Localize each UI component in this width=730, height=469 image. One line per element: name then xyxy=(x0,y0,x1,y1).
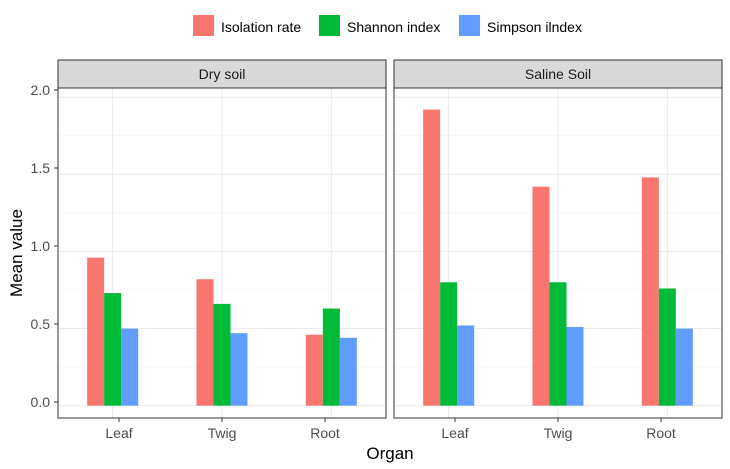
legend-key-shannon-index xyxy=(319,15,340,36)
y-axis-title: Mean value xyxy=(7,209,26,297)
x-tick-label: Root xyxy=(646,425,676,441)
bar-shannon-index xyxy=(213,303,231,406)
legend-label-shannon-index: Shannon index xyxy=(347,19,440,35)
strip-label-dry-soil: Dry soil xyxy=(199,66,246,82)
strip-label-saline-soil: Saline Soil xyxy=(525,66,591,82)
x-axis-title: Organ xyxy=(366,444,413,463)
bar-shannon-index xyxy=(440,282,458,406)
bar-simpson-ilndex xyxy=(121,328,139,406)
bar-simpson-ilndex xyxy=(566,327,584,406)
strip-dry-soil xyxy=(57,59,387,89)
x-tick-label: Twig xyxy=(544,425,573,441)
x-tick-label: Root xyxy=(310,425,340,441)
bar-isolation-rate xyxy=(423,109,441,406)
bar-isolation-rate xyxy=(532,186,550,406)
y-tick-label: 2.0 xyxy=(31,82,51,98)
strip-saline-soil xyxy=(393,59,723,89)
bar-shannon-index xyxy=(104,293,122,406)
grid-layer xyxy=(58,88,722,418)
x-tick-label: Twig xyxy=(208,425,237,441)
y-axis: 0.0 0.5 1.0 1.5 2.0 xyxy=(31,82,58,410)
legend: Isolation rate Shannon index Simpson iln… xyxy=(193,15,582,36)
y-tick-label: 1.5 xyxy=(31,160,51,176)
bar-simpson-ilndex xyxy=(675,328,693,406)
bar-simpson-ilndex xyxy=(457,325,475,406)
bar-simpson-ilndex xyxy=(339,337,357,406)
bar-isolation-rate xyxy=(87,257,105,406)
bar-simpson-ilndex xyxy=(230,333,248,406)
legend-key-isolation-rate xyxy=(193,15,214,36)
bars-layer xyxy=(87,109,693,406)
legend-label-isolation-rate: Isolation rate xyxy=(221,19,301,35)
y-tick-label: 1.0 xyxy=(31,238,51,254)
y-tick-label: 0.0 xyxy=(31,394,51,410)
bar-isolation-rate xyxy=(196,279,214,406)
bar-shannon-index xyxy=(658,288,676,406)
x-axis: Leaf Twig Root Leaf Twig Root xyxy=(105,418,676,441)
x-tick-label: Leaf xyxy=(105,425,132,441)
bar-shannon-index xyxy=(322,308,340,406)
x-tick-label: Leaf xyxy=(441,425,468,441)
legend-label-simpson-index: Simpson ilndex xyxy=(487,19,582,35)
legend-key-simpson-index xyxy=(459,15,480,36)
bar-isolation-rate xyxy=(641,177,659,406)
bar-shannon-index xyxy=(549,282,567,406)
bar-isolation-rate xyxy=(305,334,323,406)
y-tick-label: 0.5 xyxy=(31,316,51,332)
